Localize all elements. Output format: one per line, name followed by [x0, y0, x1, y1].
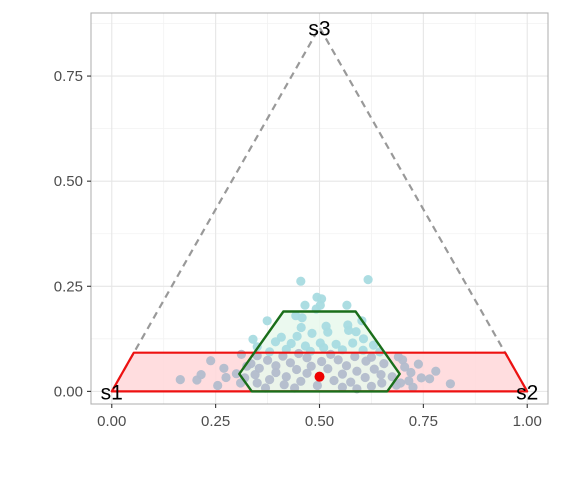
data-point — [368, 340, 379, 350]
data-point — [262, 316, 272, 326]
data-point — [387, 372, 397, 382]
y-tick-label: 0.00 — [54, 383, 83, 400]
vertex-labels: s1 s2 s3 — [101, 17, 539, 404]
data-point — [377, 378, 387, 388]
data-point — [408, 382, 418, 392]
data-point — [329, 375, 339, 386]
data-point — [236, 349, 246, 359]
data-point — [416, 373, 426, 383]
data-point — [341, 361, 352, 371]
data-point — [292, 331, 302, 341]
data-point — [360, 372, 370, 383]
y-tick-label: 0.75 — [54, 68, 83, 85]
data-point — [363, 275, 373, 285]
data-point — [317, 356, 327, 367]
data-point — [326, 349, 336, 359]
data-point — [348, 338, 358, 348]
data-point — [352, 366, 362, 376]
data-points — [175, 275, 455, 394]
data-point — [206, 356, 216, 366]
x-tick-label: 0.75 — [409, 413, 438, 430]
data-point — [351, 327, 361, 337]
data-point — [175, 375, 185, 385]
data-point — [302, 368, 312, 378]
data-point — [431, 366, 441, 376]
data-point — [221, 372, 231, 383]
x-tick-label: 0.50 — [305, 413, 334, 430]
vertex-label-s2: s2 — [516, 381, 538, 404]
data-point — [323, 327, 333, 337]
data-point — [263, 355, 273, 365]
data-point — [219, 363, 229, 373]
data-point — [296, 322, 306, 333]
red-region-outline — [110, 351, 529, 393]
data-point — [346, 377, 356, 387]
x-tick-label: 1.00 — [513, 413, 542, 430]
data-point — [358, 334, 369, 344]
data-point — [300, 300, 310, 310]
data-point — [323, 364, 333, 374]
data-point — [350, 351, 360, 362]
data-point — [337, 369, 347, 379]
green-region-outline — [238, 310, 401, 393]
data-point — [231, 369, 241, 379]
data-point — [379, 359, 389, 369]
axes: 0.00 0.25 0.50 0.75 1.00 0.00 0.25 0.50 0.75 — [54, 12, 549, 430]
data-point — [425, 374, 435, 384]
data-point — [252, 378, 262, 388]
data-point — [445, 379, 455, 389]
data-point — [248, 334, 258, 344]
data-point — [319, 343, 329, 353]
data-point — [250, 370, 260, 380]
y-tick-label: 0.25 — [54, 278, 83, 295]
data-point — [307, 328, 317, 338]
x-tick-label: 0.00 — [97, 413, 126, 430]
data-point — [296, 376, 306, 386]
data-point — [312, 380, 322, 391]
data-point — [366, 381, 376, 391]
data-point — [413, 359, 423, 369]
data-point — [344, 325, 354, 335]
data-point — [395, 378, 406, 388]
data-point — [302, 353, 312, 363]
data-point — [270, 337, 281, 347]
x-tick-label: 0.25 — [201, 413, 230, 430]
vertex-label-s1: s1 — [101, 381, 123, 404]
simplex-triangle — [110, 25, 529, 392]
data-point — [265, 375, 275, 385]
data-point — [306, 361, 316, 371]
data-point — [279, 380, 289, 390]
data-point — [281, 344, 291, 354]
data-point — [271, 367, 281, 378]
data-point — [281, 372, 291, 382]
data-point — [406, 367, 416, 378]
data-point — [296, 276, 306, 286]
data-point — [337, 382, 347, 392]
data-point — [271, 361, 281, 371]
data-point — [292, 364, 302, 375]
data-point — [376, 370, 386, 380]
data-point — [297, 313, 307, 323]
data-point — [398, 355, 408, 365]
data-point — [369, 364, 379, 374]
center-point — [314, 371, 325, 382]
vertex-label-s3: s3 — [308, 17, 330, 40]
y-tick-label: 0.50 — [54, 173, 83, 190]
data-point — [196, 370, 206, 380]
data-point — [361, 356, 371, 366]
data-point — [342, 300, 352, 310]
data-point — [331, 339, 341, 349]
data-point — [333, 355, 343, 365]
overlay — [110, 25, 529, 393]
data-point — [213, 380, 223, 391]
data-point — [400, 362, 410, 372]
data-point — [285, 358, 295, 368]
